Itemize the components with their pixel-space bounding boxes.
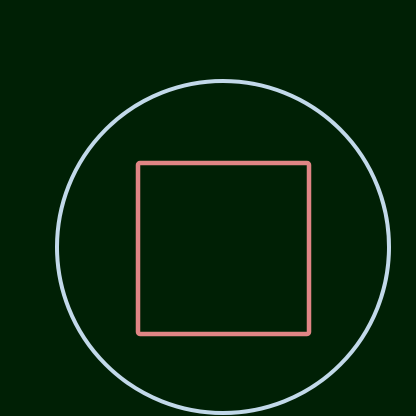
outer-circle [55, 79, 391, 415]
inner-square [135, 160, 312, 337]
